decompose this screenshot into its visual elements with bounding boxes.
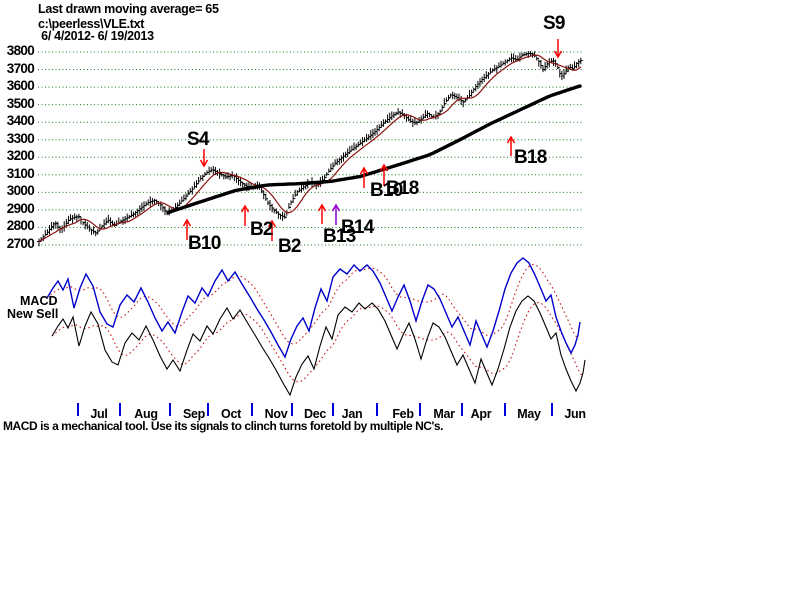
signal-label-b2: B2 (278, 236, 301, 257)
macd-panel-label: MACD (20, 294, 58, 308)
month-label-may: May (517, 407, 541, 421)
month-label-mar: Mar (433, 407, 455, 421)
signal-label-b18: B18 (386, 178, 419, 199)
month-label-feb: Feb (392, 407, 414, 421)
signal-label-b18: B18 (514, 147, 547, 168)
macd-signal-dotted-lower (51, 301, 584, 383)
macd-slow-line (51, 295, 586, 397)
y-axis-label: 3800 (6, 43, 35, 58)
month-label-oct: Oct (221, 407, 241, 421)
macd-signal-dotted-upper (46, 263, 579, 345)
y-axis-label: 2700 (6, 236, 35, 251)
header-file-path: c:\peerless\VLE.txt (38, 17, 145, 31)
signal-label-b10: B10 (188, 233, 221, 254)
moving-average-fast-line (38, 54, 582, 243)
buy-signal-arrowhead (331, 203, 341, 212)
month-label-jun: Jun (564, 407, 586, 421)
macd-new-sell-label: New Sell (7, 307, 59, 321)
buy-signal-arrowhead (267, 219, 277, 228)
y-axis-label: 3700 (6, 60, 35, 76)
sell-signal-arrowhead (553, 50, 563, 59)
sell-signal-arrowhead (199, 159, 209, 168)
buy-signal-arrowhead (359, 166, 369, 175)
signal-label-b14: B14 (341, 217, 374, 238)
header-last-moving-average: Last drawn moving average= 65 (38, 2, 219, 16)
y-axis-label: 3100 (6, 165, 35, 181)
month-label-jul: Jul (90, 407, 108, 421)
signal-label-s9: S9 (543, 13, 565, 34)
signal-label-b10: B10 (370, 180, 403, 201)
signal-label-b2: B2 (250, 219, 273, 240)
month-label-aug: Aug (134, 407, 158, 421)
y-axis-label: 3000 (6, 183, 35, 199)
footer-note: MACD is a mechanical tool. Use its signa… (3, 419, 444, 433)
month-label-nov: Nov (264, 407, 288, 421)
y-axis-label: 3600 (6, 78, 35, 94)
moving-average-65-line (166, 84, 582, 215)
buy-signal-arrowhead (379, 163, 389, 172)
month-label-sep: Sep (182, 407, 206, 421)
y-axis-label: 3400 (6, 113, 35, 129)
macd-fast-line (46, 257, 581, 359)
buy-signal-arrowhead (240, 204, 250, 213)
y-axis-label: 3200 (6, 148, 35, 164)
buy-signal-arrowhead (182, 218, 192, 227)
month-label-dec: Dec (303, 407, 327, 421)
signal-label-s4: S4 (187, 129, 209, 150)
month-label-apr: Apr (470, 407, 492, 421)
header-date-range: 6/ 4/2012- 6/ 19/2013 (38, 29, 154, 43)
month-label-jan: Jan (341, 407, 363, 421)
y-axis-label: 2800 (6, 218, 35, 234)
y-axis-label: 3500 (6, 95, 35, 111)
y-axis-label: 3300 (6, 130, 35, 146)
buy-signal-arrowhead (506, 135, 516, 144)
y-axis-label: 2900 (6, 200, 35, 216)
buy-signal-arrowhead (317, 203, 327, 212)
signal-label-b13: B13 (323, 226, 356, 247)
